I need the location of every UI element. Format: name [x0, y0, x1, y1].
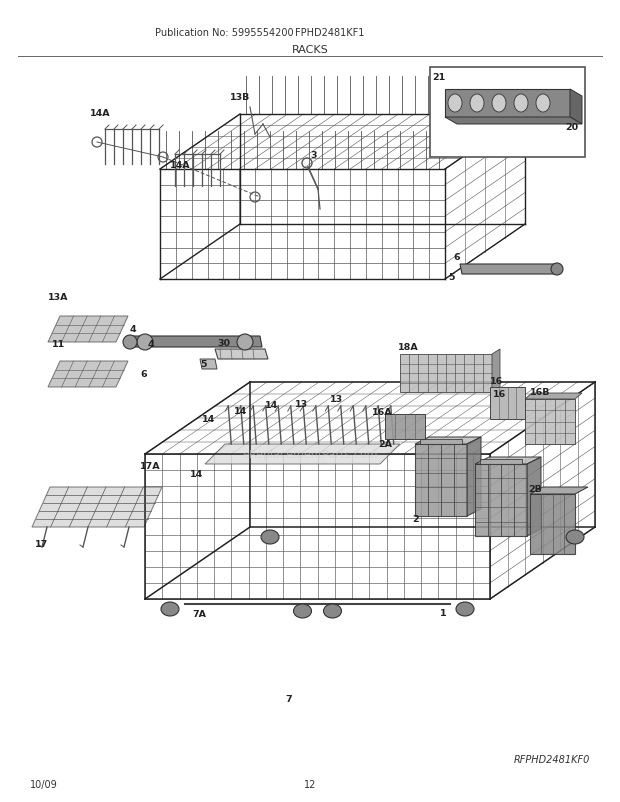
Polygon shape	[32, 488, 162, 528]
Text: Publication No: 5995554200: Publication No: 5995554200	[155, 28, 294, 38]
Polygon shape	[385, 415, 425, 439]
Text: 21: 21	[437, 71, 450, 81]
Text: 5: 5	[448, 273, 455, 282]
Text: 13: 13	[330, 395, 343, 404]
Text: 16B: 16B	[530, 388, 551, 397]
Polygon shape	[492, 350, 500, 392]
Polygon shape	[480, 460, 522, 464]
Text: 13A: 13A	[48, 294, 68, 302]
Text: eReplacementParts.com: eReplacementParts.com	[242, 449, 378, 460]
Polygon shape	[215, 350, 268, 359]
Text: 30: 30	[217, 339, 230, 348]
Text: 4: 4	[130, 325, 136, 334]
Ellipse shape	[551, 264, 563, 276]
Ellipse shape	[293, 604, 311, 618]
Text: 14A: 14A	[90, 108, 110, 117]
Polygon shape	[48, 317, 128, 342]
Ellipse shape	[514, 95, 528, 113]
Text: 2B: 2B	[528, 485, 542, 494]
Polygon shape	[475, 457, 541, 464]
Text: 13: 13	[295, 400, 308, 409]
Polygon shape	[527, 457, 541, 537]
Polygon shape	[460, 265, 557, 274]
Text: 16: 16	[490, 377, 503, 386]
Polygon shape	[445, 90, 570, 118]
Text: 14: 14	[202, 415, 215, 424]
Text: 6: 6	[453, 253, 460, 262]
Text: 2A: 2A	[378, 440, 392, 449]
Polygon shape	[525, 394, 582, 399]
Text: 16: 16	[493, 390, 507, 399]
Text: 7: 7	[285, 695, 291, 703]
Text: 20: 20	[565, 124, 578, 132]
Polygon shape	[467, 437, 481, 516]
Ellipse shape	[261, 530, 279, 545]
Text: 17A: 17A	[140, 462, 161, 471]
Ellipse shape	[324, 604, 342, 618]
Text: 4: 4	[148, 340, 154, 349]
Text: 14A: 14A	[170, 160, 190, 169]
Polygon shape	[48, 362, 128, 387]
Ellipse shape	[448, 95, 462, 113]
Text: 7A: 7A	[192, 610, 206, 618]
Polygon shape	[415, 437, 481, 444]
Ellipse shape	[492, 95, 506, 113]
Polygon shape	[530, 488, 588, 494]
Text: 6: 6	[140, 370, 146, 379]
Text: FPHD2481KF1: FPHD2481KF1	[295, 28, 365, 38]
Text: 3: 3	[310, 150, 316, 160]
Polygon shape	[490, 387, 525, 419]
Text: 12: 12	[304, 779, 316, 789]
Polygon shape	[445, 118, 582, 125]
Ellipse shape	[237, 334, 253, 350]
Ellipse shape	[123, 335, 137, 350]
Text: 11: 11	[52, 340, 65, 349]
Text: 17: 17	[35, 540, 48, 549]
Text: 1: 1	[440, 609, 446, 618]
Text: 18A: 18A	[398, 343, 419, 352]
Polygon shape	[200, 359, 217, 370]
Ellipse shape	[456, 602, 474, 616]
Text: 21: 21	[432, 72, 445, 81]
Ellipse shape	[566, 530, 584, 545]
Polygon shape	[415, 444, 467, 516]
Ellipse shape	[137, 334, 153, 350]
Polygon shape	[570, 90, 582, 125]
Text: 10/09: 10/09	[30, 779, 58, 789]
Bar	[430, 68, 585, 158]
Text: 13B: 13B	[230, 92, 250, 101]
Polygon shape	[420, 439, 462, 444]
Polygon shape	[205, 444, 400, 464]
Text: 14: 14	[265, 401, 278, 410]
Text: RACKS: RACKS	[291, 45, 329, 55]
Text: 20: 20	[572, 125, 585, 135]
Ellipse shape	[161, 602, 179, 616]
Polygon shape	[530, 494, 575, 554]
Text: 16A: 16A	[372, 408, 392, 417]
Polygon shape	[130, 337, 262, 347]
Polygon shape	[525, 399, 575, 444]
Text: 14: 14	[234, 407, 247, 416]
Text: 2: 2	[412, 515, 418, 524]
Text: RFPHD2481KF0: RFPHD2481KF0	[513, 754, 590, 764]
Ellipse shape	[470, 95, 484, 113]
Text: 5: 5	[200, 360, 206, 369]
Text: 14: 14	[190, 470, 203, 479]
Ellipse shape	[536, 95, 550, 113]
Polygon shape	[475, 464, 527, 537]
Polygon shape	[400, 354, 492, 392]
